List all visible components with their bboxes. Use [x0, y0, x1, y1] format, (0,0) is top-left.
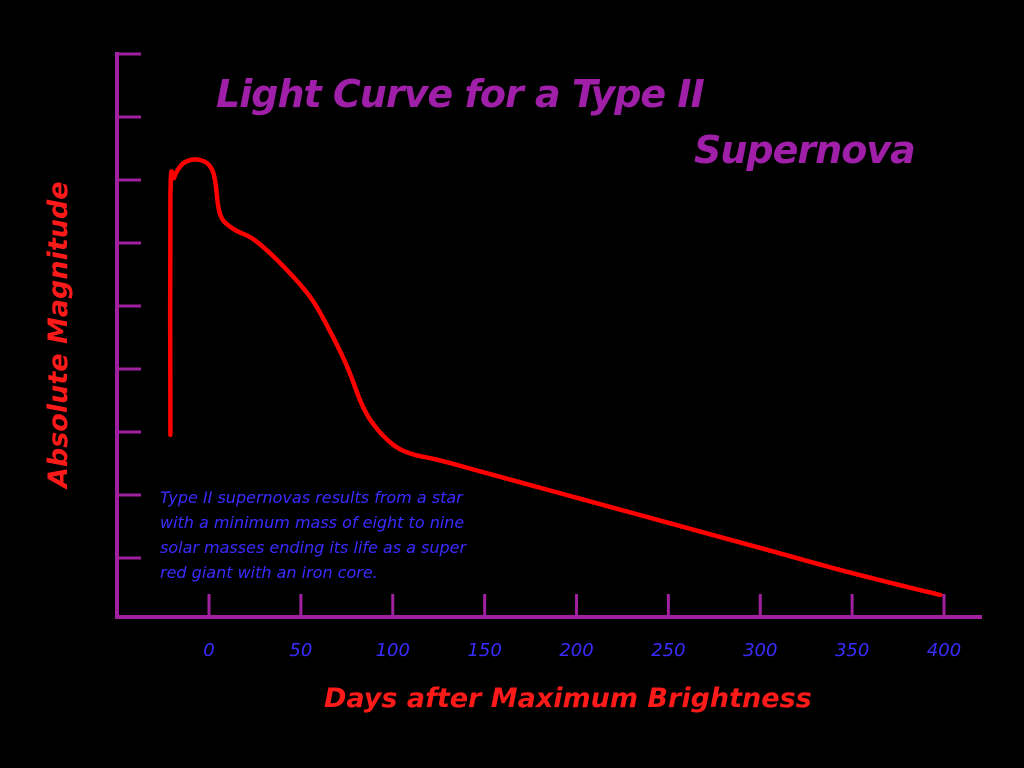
x-axis-tick-label: 0	[203, 640, 214, 661]
x-axis-tick-label: 300	[743, 640, 777, 661]
x-axis-ticks	[207, 594, 946, 617]
annotation-line: red giant with an iron core.	[160, 563, 378, 582]
x-axis-tick-labels: 0 50 100 150 200 250 300 350 400	[203, 640, 961, 661]
annotation-line: with a minimum mass of eight to nine	[160, 513, 464, 532]
x-axis-tick-label: 50	[289, 640, 312, 661]
x-axis-tick-label: 400	[927, 640, 961, 661]
x-axis-label: Days after Maximum Brightness	[324, 683, 812, 714]
y-axis-label: Absolute Magnitude	[43, 181, 74, 490]
x-axis-tick-label: 350	[835, 640, 869, 661]
chart-title-line-2: Supernova	[694, 128, 915, 172]
annotation-line: Type II supernovas results from a star	[160, 488, 464, 507]
light-curve-line	[167, 157, 943, 598]
annotation-line: solar masses ending its life as a super	[160, 538, 468, 557]
x-axis-tick-label: 150	[467, 640, 501, 661]
x-axis-tick-label: 250	[651, 640, 685, 661]
x-axis-tick-label: 200	[559, 640, 593, 661]
x-axis-tick-label: 100	[376, 640, 410, 661]
y-axis-ticks	[117, 52, 141, 560]
annotation-note: Type II supernovas results from a star w…	[160, 488, 468, 582]
chart-title-line-1: Light Curve for a Type II	[216, 72, 705, 116]
